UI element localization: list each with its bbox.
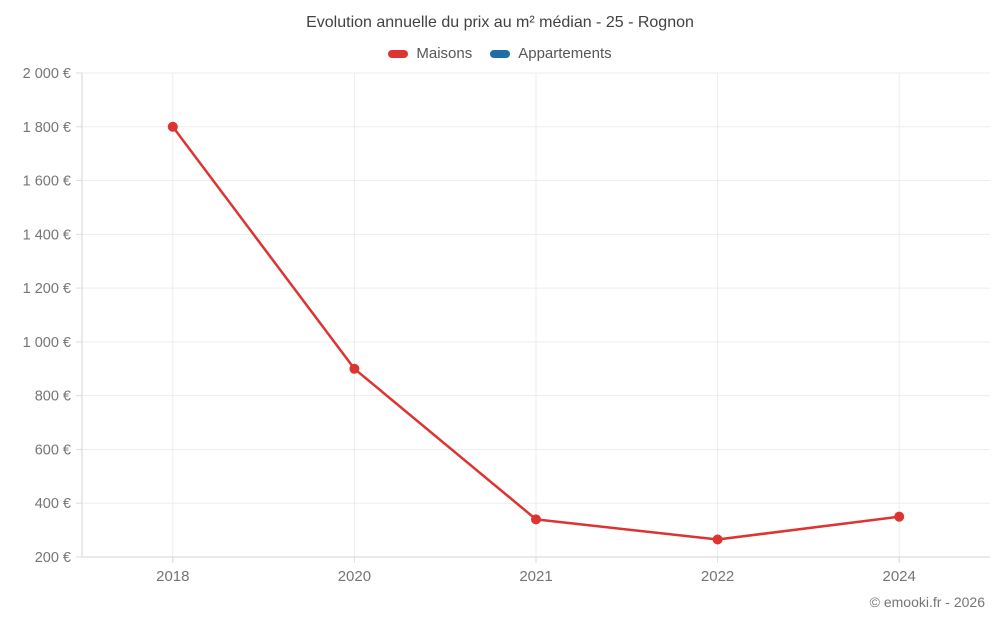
- y-tick-label: 800 €: [35, 389, 71, 405]
- data-point-2020[interactable]: [349, 363, 360, 374]
- y-tick-label: 1 000 €: [23, 335, 71, 351]
- data-point-2024[interactable]: [894, 511, 905, 522]
- data-point-2018[interactable]: [167, 121, 178, 132]
- data-point-2022[interactable]: [712, 534, 723, 545]
- data-point-2021[interactable]: [531, 514, 541, 525]
- y-tick-label: 400 €: [35, 496, 71, 512]
- y-tick-label: 2 000 €: [23, 66, 71, 82]
- copyright: © emooki.fr - 2026: [869, 594, 985, 610]
- chart-title: Evolution annuelle du prix au m² médian …: [306, 14, 694, 31]
- legend: Maisons Appartements: [0, 45, 1000, 62]
- x-tick-label: 2018: [156, 568, 189, 585]
- legend-item-maisons[interactable]: Maisons: [388, 45, 472, 62]
- legend-label-maisons: Maisons: [416, 45, 473, 62]
- maisons-swatch-icon: [388, 49, 409, 58]
- y-tick-label: 1 800 €: [23, 120, 71, 136]
- x-tick-label: 2024: [883, 568, 916, 585]
- y-tick-label: 200 €: [35, 550, 71, 566]
- legend-label-appartements: Appartements: [518, 45, 612, 62]
- x-tick-label: 2020: [338, 568, 371, 585]
- x-tick-label: 2022: [701, 568, 734, 585]
- y-tick-label: 600 €: [35, 442, 71, 458]
- y-tick-label: 1 600 €: [23, 174, 71, 190]
- y-tick-label: 1 400 €: [23, 227, 71, 243]
- y-tick-label: 1 200 €: [23, 281, 71, 297]
- appartements-swatch-icon: [490, 49, 511, 58]
- legend-item-appartements[interactable]: Appartements: [490, 45, 612, 62]
- x-tick-label: 2021: [519, 568, 552, 585]
